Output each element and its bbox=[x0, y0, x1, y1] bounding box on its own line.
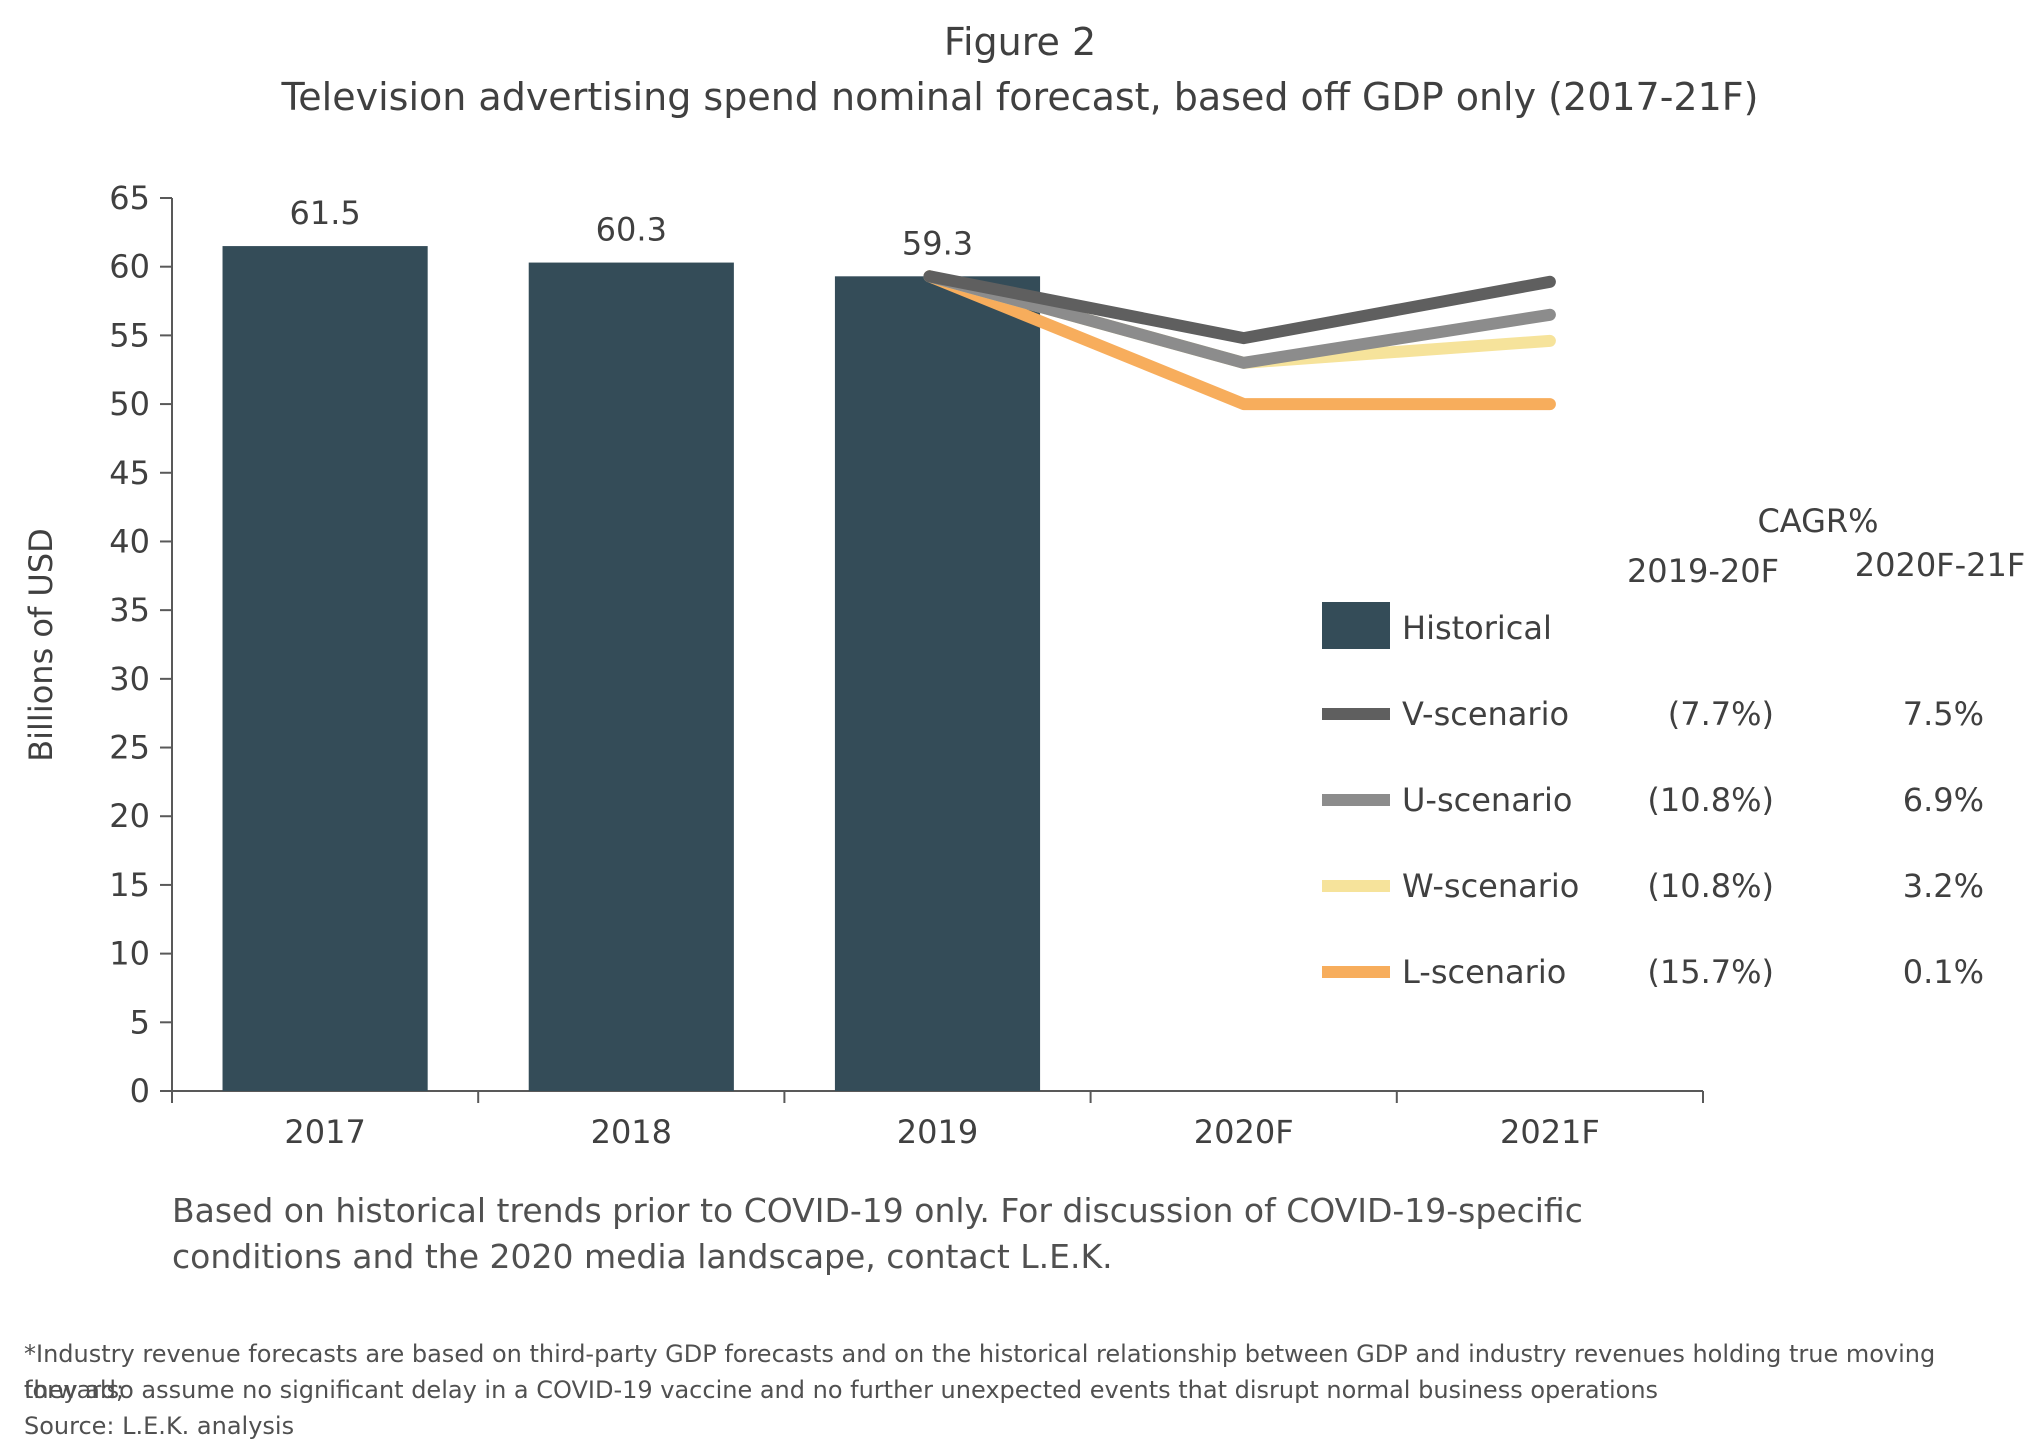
cagr-title: CAGR% bbox=[1757, 502, 1878, 540]
y-tick-label: 65 bbox=[109, 179, 150, 217]
y-tick-label: 20 bbox=[109, 797, 150, 835]
scenario-lines bbox=[923, 270, 1556, 411]
y-tick-label: 0 bbox=[130, 1072, 150, 1110]
legend-swatch-historical bbox=[1322, 602, 1390, 649]
footnote-line-1: *Industry revenue forecasts are based on… bbox=[24, 1340, 1936, 1404]
cagr-2019-20-v-scenario: (7.7%) bbox=[1668, 695, 1774, 733]
legend: Historical V-scenario (7.7%) 7.5% U-scenario… bbox=[1322, 602, 1984, 991]
x-axis: 2017 2018 2019 2020F 2021F bbox=[171, 1090, 1704, 1151]
y-tick-label: 10 bbox=[109, 935, 150, 973]
y-tick-label: 25 bbox=[109, 729, 150, 767]
bar-2017 bbox=[222, 246, 428, 1092]
source-line: Source: L.E.K. analysis bbox=[24, 1412, 295, 1440]
bar-value-label: 61.5 bbox=[289, 194, 360, 232]
cagr-2019-20-l-scenario: (15.7%) bbox=[1647, 953, 1774, 991]
v-scenario-line bbox=[923, 270, 1556, 345]
cagr-table: CAGR% 2019-20F 2020F-21F bbox=[1627, 502, 2025, 590]
cagr-2019-20-u-scenario: (10.8%) bbox=[1647, 781, 1774, 819]
figure-label: Figure 2 bbox=[944, 20, 1096, 64]
y-tick-label: 30 bbox=[109, 660, 150, 698]
y-tick-label: 35 bbox=[109, 591, 150, 629]
cagr-2020-21-u-scenario: 6.9% bbox=[1903, 781, 1984, 819]
u-scenario-line bbox=[923, 270, 1556, 369]
cagr-2019-20-w-scenario: (10.8%) bbox=[1647, 867, 1774, 905]
cagr-2020-21-w-scenario: 3.2% bbox=[1903, 867, 1984, 905]
footnote-line-2: they also assume no significant delay in… bbox=[24, 1376, 1659, 1404]
y-tick-label: 55 bbox=[109, 316, 150, 354]
y-tick-label: 15 bbox=[109, 866, 150, 904]
y-axis: 0 5 10 15 20 25 30 35 40 45 50 55 60 65 bbox=[109, 179, 173, 1110]
cagr-col2-header: 2020F-21F bbox=[1855, 546, 2026, 584]
note-line-1: Based on historical trends prior to COVI… bbox=[172, 1191, 1583, 1230]
l-scenario-line bbox=[923, 270, 1556, 411]
cagr-2020-21-v-scenario: 7.5% bbox=[1903, 695, 1984, 733]
y-tick-label: 50 bbox=[109, 385, 150, 423]
legend-label-u-scenario: U-scenario bbox=[1402, 781, 1572, 819]
y-tick-label: 60 bbox=[109, 248, 150, 286]
y-tick-label: 45 bbox=[109, 454, 150, 492]
x-tick-label: 2017 bbox=[284, 1113, 365, 1151]
x-tick-label: 2020F bbox=[1194, 1113, 1294, 1151]
legend-label-v-scenario: V-scenario bbox=[1402, 695, 1569, 733]
note-line-2: conditions and the 2020 media landscape,… bbox=[172, 1237, 1113, 1276]
x-tick-label: 2021F bbox=[1500, 1113, 1600, 1151]
x-tick-label: 2018 bbox=[591, 1113, 672, 1151]
y-tick-label: 5 bbox=[130, 1003, 150, 1041]
legend-label-historical: Historical bbox=[1402, 609, 1552, 647]
chart-note: Based on historical trends prior to COVI… bbox=[172, 1188, 1672, 1280]
bar-value-label: 59.3 bbox=[902, 224, 973, 262]
legend-label-w-scenario: W-scenario bbox=[1402, 867, 1579, 905]
bars: 61.5 60.3 59.3 bbox=[222, 194, 1041, 1092]
bar-2018 bbox=[528, 262, 734, 1091]
bar-2019 bbox=[834, 276, 1041, 1092]
y-axis-label: Billions of USD bbox=[22, 528, 60, 762]
y-tick-label: 40 bbox=[109, 522, 150, 560]
bar-value-label: 60.3 bbox=[596, 211, 667, 249]
chart-title: Television advertising spend nominal for… bbox=[281, 75, 1759, 119]
x-tick-label: 2019 bbox=[897, 1113, 978, 1151]
cagr-2020-21-l-scenario: 0.1% bbox=[1903, 953, 1984, 991]
cagr-col1-header: 2019-20F bbox=[1627, 552, 1779, 590]
legend-label-l-scenario: L-scenario bbox=[1402, 953, 1566, 991]
